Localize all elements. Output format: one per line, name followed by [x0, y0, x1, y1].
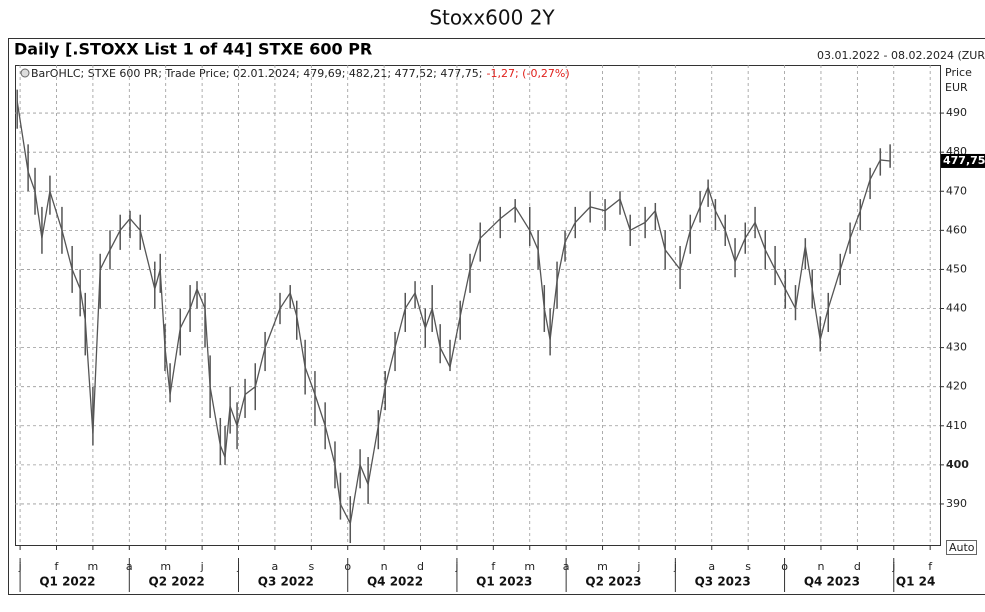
x-tick-label: s: [745, 560, 751, 573]
x-tick-label: a: [272, 560, 279, 573]
x-tick-label: s: [308, 560, 314, 573]
y-tick-label: 390: [946, 497, 967, 510]
y-tick-label: 400: [946, 458, 969, 471]
quarter-label: Q4 2023: [804, 575, 860, 589]
x-tick-label: n: [817, 560, 824, 573]
y-tick-label: 420: [946, 380, 967, 393]
x-tick-label: m: [597, 560, 608, 573]
x-tick-label: m: [524, 560, 535, 573]
x-tick-label: d: [417, 560, 424, 573]
y-tick-label: 430: [946, 341, 967, 354]
quarter-label: Q1 24: [896, 575, 935, 589]
x-tick-label: a: [708, 560, 715, 573]
x-tick-label: j: [200, 560, 204, 573]
y-tick-label: 490: [946, 106, 967, 119]
page-title: Stoxx600 2Y: [429, 6, 555, 30]
legend-icon: [21, 69, 29, 77]
date-range: 03.01.2022 - 08.02.2024 (ZUR: [817, 49, 985, 62]
chart-title: Daily [.STOXX List 1 of 44] STXE 600 PR: [14, 40, 372, 59]
scale-mode[interactable]: Auto: [949, 541, 975, 554]
quarter-label: Q2 2022: [149, 575, 205, 589]
y-tick-label: 470: [946, 184, 967, 197]
legend-text: BarOHLC; STXE 600 PR; Trade Price; 02.01…: [31, 67, 483, 80]
quarter-label: Q3 2022: [258, 575, 314, 589]
x-tick-label: n: [381, 560, 388, 573]
x-tick-label: d: [854, 560, 861, 573]
x-tick-label: j: [636, 560, 640, 573]
quarter-label: Q2 2023: [585, 575, 641, 589]
quarter-label: Q4 2022: [367, 575, 423, 589]
quarter-label: Q1 2023: [476, 575, 532, 589]
y-tick-label: 440: [946, 302, 967, 315]
quarter-label: Q3 2023: [695, 575, 751, 589]
quarter-label: Q1 2022: [39, 575, 95, 589]
last-price-label: 477,75: [943, 154, 985, 167]
y-tick-label: 410: [946, 419, 967, 432]
legend: BarOHLC; STXE 600 PR; Trade Price; 02.01…: [31, 67, 570, 80]
y-tick-label: 450: [946, 262, 967, 275]
y-tick-label: 460: [946, 223, 967, 236]
x-tick-label: m: [88, 560, 99, 573]
y-axis-unit: EUR: [945, 81, 968, 94]
x-tick-label: m: [160, 560, 171, 573]
y-axis-label: Price: [945, 66, 972, 79]
legend-change: -1,27; (-0,27%): [487, 67, 570, 80]
